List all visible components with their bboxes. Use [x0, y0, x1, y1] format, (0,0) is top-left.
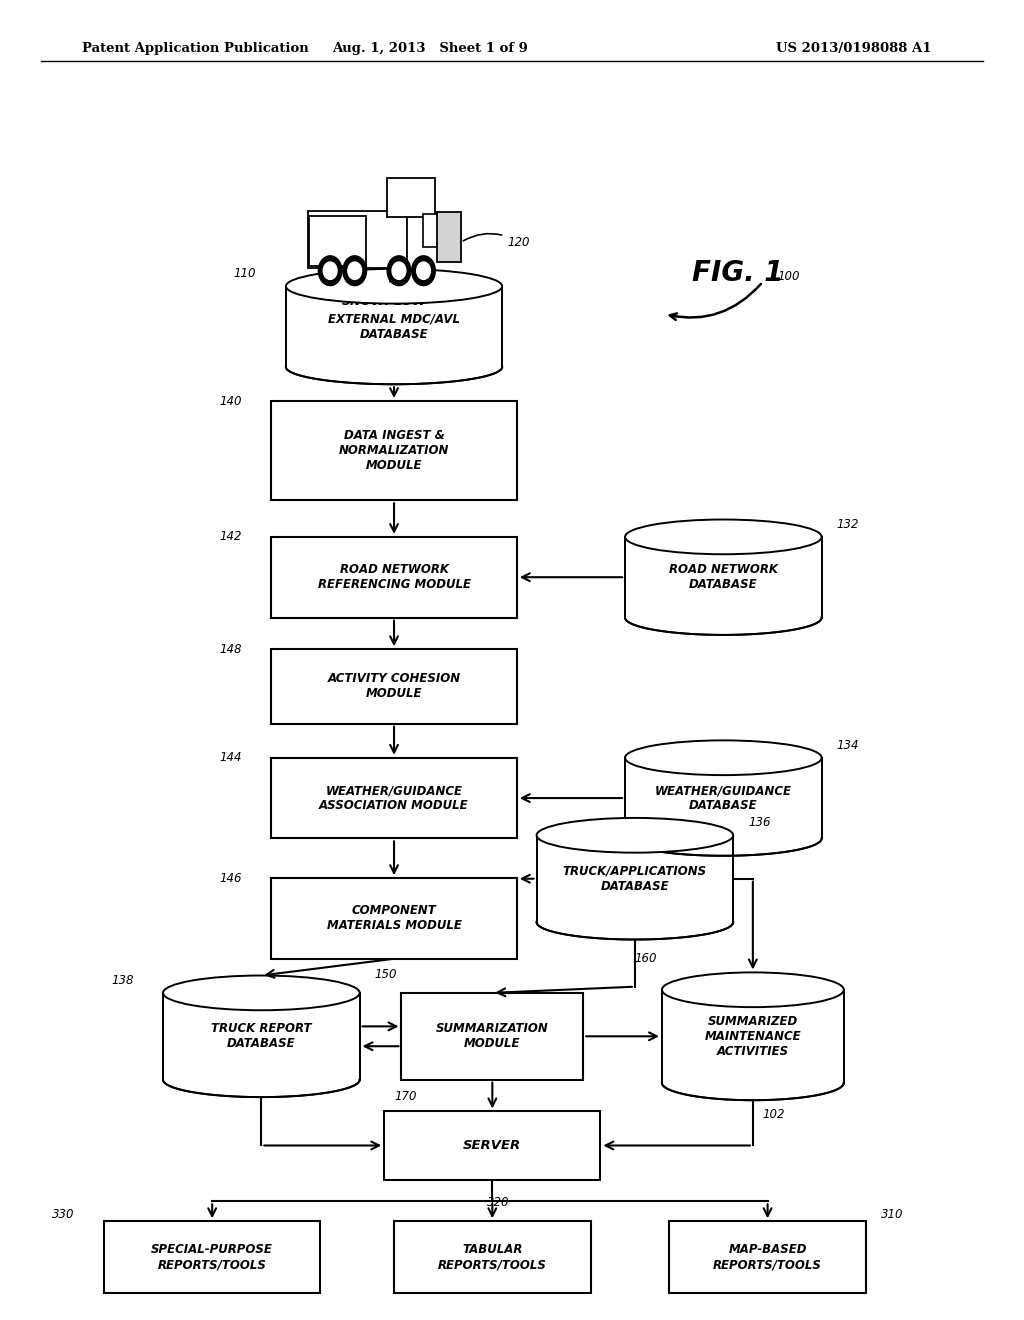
Text: COMPONENT
MATERIALS MODULE: COMPONENT MATERIALS MODULE [327, 904, 462, 932]
Text: 144: 144 [219, 751, 242, 764]
Circle shape [387, 256, 411, 285]
Text: ACTIVITY COHESION
MODULE: ACTIVITY COHESION MODULE [328, 672, 461, 701]
Text: TRUCK REPORT
DATABASE: TRUCK REPORT DATABASE [211, 1022, 311, 1051]
Text: 136: 136 [748, 816, 770, 829]
FancyBboxPatch shape [387, 178, 435, 218]
Circle shape [392, 263, 406, 280]
FancyBboxPatch shape [163, 993, 359, 1080]
Text: Patent Application Publication: Patent Application Publication [82, 42, 308, 55]
Text: SPECIAL-PURPOSE
REPORTS/TOOLS: SPECIAL-PURPOSE REPORTS/TOOLS [152, 1243, 273, 1271]
Text: ROAD NETWORK
DATABASE: ROAD NETWORK DATABASE [669, 564, 778, 591]
FancyBboxPatch shape [437, 213, 461, 263]
Text: FIG. 1: FIG. 1 [692, 259, 783, 288]
Text: TRUCK/APPLICATIONS
DATABASE: TRUCK/APPLICATIONS DATABASE [563, 865, 707, 892]
Text: US 2013/0198088 A1: US 2013/0198088 A1 [776, 42, 932, 55]
Text: WEATHER/GUIDANCE
DATABASE: WEATHER/GUIDANCE DATABASE [655, 784, 792, 812]
Circle shape [348, 263, 361, 280]
Text: 142: 142 [219, 531, 242, 544]
Ellipse shape [662, 973, 844, 1007]
Text: 320: 320 [487, 1196, 510, 1209]
FancyBboxPatch shape [670, 1221, 866, 1294]
Text: SUMMARIZED
MAINTENANCE
ACTIVITIES: SUMMARIZED MAINTENANCE ACTIVITIES [705, 1015, 801, 1057]
FancyBboxPatch shape [271, 878, 517, 958]
Ellipse shape [286, 269, 502, 304]
Text: EXTERNAL MDC/AVL
DATABASE: EXTERNAL MDC/AVL DATABASE [328, 313, 460, 341]
Ellipse shape [625, 520, 821, 554]
FancyBboxPatch shape [286, 286, 502, 367]
FancyBboxPatch shape [384, 1111, 600, 1180]
Ellipse shape [537, 818, 733, 853]
FancyBboxPatch shape [271, 758, 517, 838]
Circle shape [343, 256, 367, 285]
FancyBboxPatch shape [104, 1221, 321, 1294]
Text: 146: 146 [219, 871, 242, 884]
FancyBboxPatch shape [423, 214, 442, 247]
FancyBboxPatch shape [401, 993, 584, 1080]
FancyBboxPatch shape [625, 758, 821, 838]
Text: 102: 102 [763, 1107, 785, 1121]
Text: 150: 150 [374, 968, 396, 981]
Circle shape [324, 263, 337, 280]
Text: 310: 310 [881, 1209, 903, 1221]
Ellipse shape [625, 741, 821, 775]
Text: 110: 110 [233, 268, 256, 280]
Text: SNOWPLOW: SNOWPLOW [342, 296, 427, 309]
Text: 132: 132 [837, 517, 859, 531]
Text: 134: 134 [837, 739, 859, 752]
Circle shape [412, 256, 435, 285]
Text: Aug. 1, 2013   Sheet 1 of 9: Aug. 1, 2013 Sheet 1 of 9 [332, 42, 528, 55]
Text: 148: 148 [219, 643, 242, 656]
FancyBboxPatch shape [309, 216, 366, 265]
FancyBboxPatch shape [394, 1221, 591, 1294]
Text: 170: 170 [394, 1090, 417, 1104]
Text: 138: 138 [111, 974, 133, 987]
Text: DATA INGEST &
NORMALIZATION
MODULE: DATA INGEST & NORMALIZATION MODULE [339, 429, 450, 473]
Ellipse shape [163, 975, 359, 1010]
FancyBboxPatch shape [307, 211, 407, 268]
FancyBboxPatch shape [271, 401, 517, 500]
Text: 100: 100 [777, 271, 800, 284]
Text: ROAD NETWORK
REFERENCING MODULE: ROAD NETWORK REFERENCING MODULE [317, 564, 471, 591]
FancyBboxPatch shape [662, 990, 844, 1082]
FancyBboxPatch shape [271, 649, 517, 723]
Circle shape [318, 256, 342, 285]
Text: TABULAR
REPORTS/TOOLS: TABULAR REPORTS/TOOLS [438, 1243, 547, 1271]
Text: 330: 330 [52, 1209, 75, 1221]
Text: 120: 120 [463, 234, 529, 248]
Text: MAP-BASED
REPORTS/TOOLS: MAP-BASED REPORTS/TOOLS [713, 1243, 822, 1271]
Text: SERVER: SERVER [463, 1139, 521, 1152]
Text: 160: 160 [635, 952, 657, 965]
FancyBboxPatch shape [537, 836, 733, 923]
Text: WEATHER/GUIDANCE
ASSOCIATION MODULE: WEATHER/GUIDANCE ASSOCIATION MODULE [319, 784, 469, 812]
FancyBboxPatch shape [271, 537, 517, 618]
Text: SUMMARIZATION
MODULE: SUMMARIZATION MODULE [436, 1022, 549, 1051]
FancyBboxPatch shape [625, 537, 821, 618]
Circle shape [417, 263, 430, 280]
Text: 140: 140 [219, 395, 242, 408]
